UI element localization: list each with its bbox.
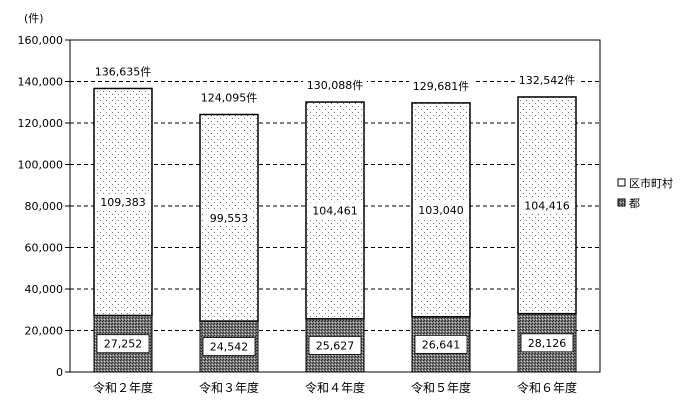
data-label-to: 27,252 [104, 338, 143, 351]
data-label-to: 28,126 [528, 337, 567, 350]
data-label-shichoson: 99,553 [210, 212, 249, 225]
data-label-to: 24,542 [210, 341, 249, 354]
y-tick-label: 160,000 [18, 34, 64, 47]
data-label-box [520, 333, 574, 353]
total-label-bg [91, 64, 155, 80]
data-label-shichoson: 103,040 [418, 204, 464, 217]
total-label: 130,088件 [307, 79, 364, 92]
data-label-box [202, 337, 256, 356]
legend-label-shichoson: 区市町村 [629, 176, 673, 190]
data-label-bg [95, 193, 151, 210]
legend-label-to: 都 [629, 197, 640, 210]
legend-swatch-to [617, 198, 626, 207]
total-label-bg [409, 78, 473, 94]
total-label-bg [303, 78, 367, 94]
data-label-to: 26,641 [422, 338, 461, 351]
x-tick-label: 令和４年度 [305, 380, 365, 395]
data-label-bg [519, 197, 575, 214]
y-tick-label: 100,000 [18, 159, 64, 172]
y-tick-label: 120,000 [18, 117, 64, 130]
data-label-bg [413, 201, 469, 218]
data-label-box [414, 334, 468, 354]
data-label-box [96, 334, 150, 354]
data-label-to: 25,627 [316, 339, 355, 352]
data-label-bg [205, 209, 253, 226]
y-tick-label: 140,000 [18, 76, 64, 89]
total-label-bg [197, 90, 261, 106]
x-tick-label: 令和６年度 [517, 380, 577, 395]
total-label-bg [515, 72, 579, 88]
x-tick-label: 令和２年度 [93, 380, 153, 395]
legend-swatch-shichoson [617, 178, 626, 187]
data-label-box [308, 336, 362, 355]
total-label: 124,095件 [201, 92, 258, 105]
data-label-bg [307, 202, 363, 219]
y-tick-label: 20,000 [25, 325, 64, 338]
data-label-shichoson: 109,383 [100, 196, 146, 209]
y-tick-label: 40,000 [25, 283, 64, 296]
y-unit-label: (件) [24, 12, 44, 25]
y-tick-label: 0 [56, 366, 63, 379]
y-tick-label: 80,000 [25, 200, 64, 213]
total-label: 136,635件 [95, 65, 152, 78]
legend: 区市町村 都 [617, 176, 673, 210]
x-tick-label: 令和３年度 [199, 380, 259, 395]
data-label-shichoson: 104,416 [524, 199, 570, 212]
total-label: 132,542件 [519, 74, 576, 87]
data-label-shichoson: 104,461 [312, 204, 358, 217]
y-tick-label: 60,000 [25, 242, 64, 255]
total-label: 129,681件 [413, 80, 470, 93]
x-tick-label: 令和５年度 [411, 380, 471, 395]
